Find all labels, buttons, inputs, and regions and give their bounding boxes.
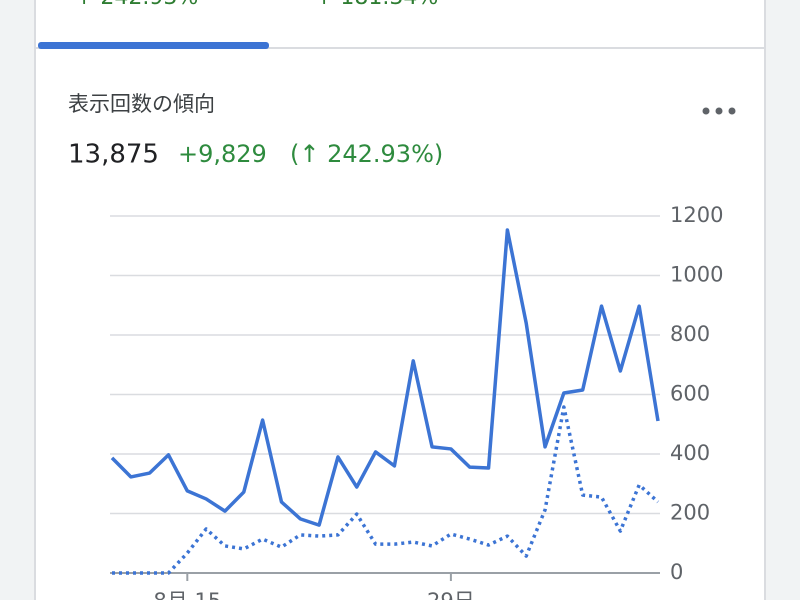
- series-line: [110, 228, 660, 527]
- chart: 0 200 400 600 800 1000 1200 8月 15 29日: [110, 203, 723, 600]
- menu-dot: [702, 107, 710, 115]
- y-tick-label: 0: [670, 560, 683, 584]
- y-tick-label: 600: [670, 382, 710, 406]
- percent: (↑ 242.93%): [290, 140, 443, 168]
- menu-dot: [715, 107, 723, 115]
- x-tick-label: 29日: [427, 589, 475, 600]
- y-tick-label: 400: [670, 441, 710, 465]
- y-tick-label: 800: [670, 322, 710, 346]
- tab-change[interactable]: ↑ 242.93%: [75, 0, 198, 10]
- delta: +9,829: [178, 140, 267, 168]
- y-tick-label: 1200: [670, 203, 723, 227]
- total: 13,875: [68, 140, 159, 170]
- series-line: [112, 405, 660, 575]
- menu-dot: [728, 107, 736, 115]
- card-title: 表示回数の傾向: [68, 92, 215, 116]
- tab-change[interactable]: ↑ 181.34%: [315, 0, 438, 10]
- x-tick-label: 8月 15: [153, 589, 221, 600]
- y-tick-label: 1000: [670, 263, 723, 287]
- card-bg: [35, 0, 765, 600]
- y-tick-label: 200: [670, 501, 710, 525]
- tab-indicator: [38, 42, 269, 49]
- more-menu[interactable]: [702, 107, 736, 115]
